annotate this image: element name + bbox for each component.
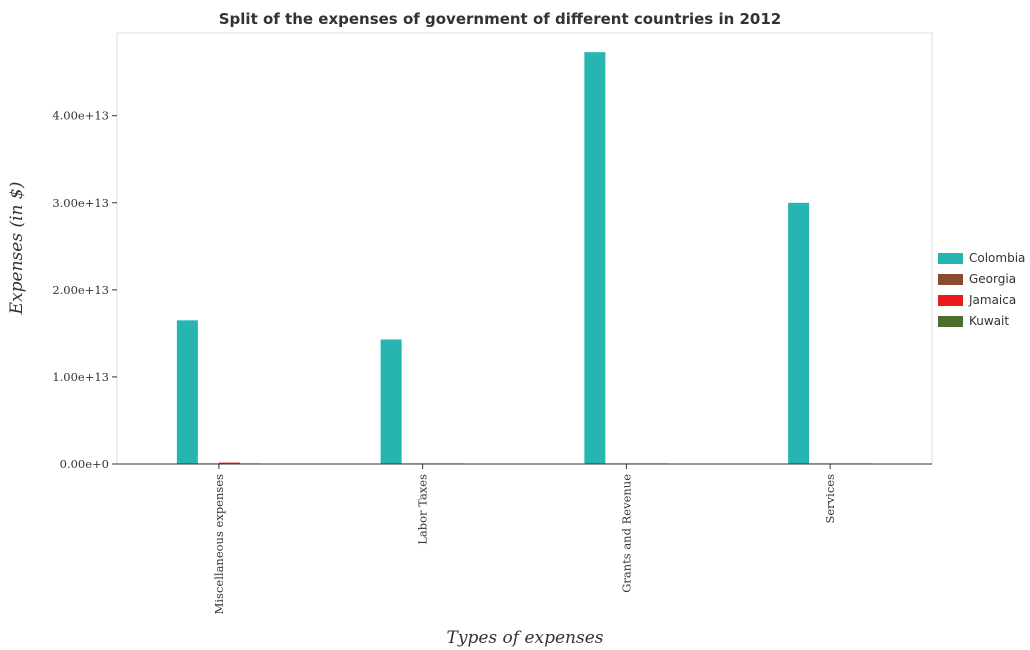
legend-label-georgia: Georgia	[969, 272, 1016, 286]
x-tick-label: Labor Taxes	[416, 474, 430, 545]
legend-label-colombia: Colombia	[969, 251, 1025, 265]
y-tick-label: 0.00e+0	[60, 457, 109, 471]
x-tick-label: Grants and Revenue	[619, 474, 633, 593]
bar-colombia-3	[788, 202, 810, 464]
chart-title: Split of the expenses of government of d…	[219, 10, 781, 28]
bar-colombia-1	[380, 339, 402, 464]
y-tick-label: 1.00e+13	[52, 370, 109, 384]
legend-swatch-colombia	[938, 253, 963, 264]
bar-jamaica-0	[218, 462, 240, 464]
legend-swatch-jamaica	[938, 295, 963, 306]
legend-label-kuwait: Kuwait	[969, 314, 1009, 328]
y-tick-label: 3.00e+13	[52, 196, 109, 210]
y-axis-title: Expenses (in $)	[7, 182, 27, 316]
x-axis: Miscellaneous expenses Labor Taxes Grants …	[212, 464, 837, 614]
legend-label-jamaica: Jamaica	[968, 293, 1016, 307]
legend-swatch-kuwait	[938, 316, 963, 327]
y-tick-label: 4.00e+13	[52, 109, 109, 123]
x-tick-label: Services	[823, 474, 837, 524]
legend: Colombia Georgia Jamaica Kuwait	[938, 251, 1025, 328]
bar-colombia-0	[176, 320, 198, 464]
legend-swatch-georgia	[938, 274, 963, 285]
y-tick-label: 2.00e+13	[52, 283, 109, 297]
y-axis: 0.00e+0 1.00e+13 2.00e+13 3.00e+13 4.00e+13	[52, 109, 117, 471]
plot-area	[116, 32, 933, 465]
x-tick-label: Miscellaneous expenses	[212, 474, 226, 614]
x-axis-title: Types of expenses	[447, 628, 604, 648]
bar-colombia-2	[584, 52, 606, 465]
bars-group	[176, 52, 873, 465]
